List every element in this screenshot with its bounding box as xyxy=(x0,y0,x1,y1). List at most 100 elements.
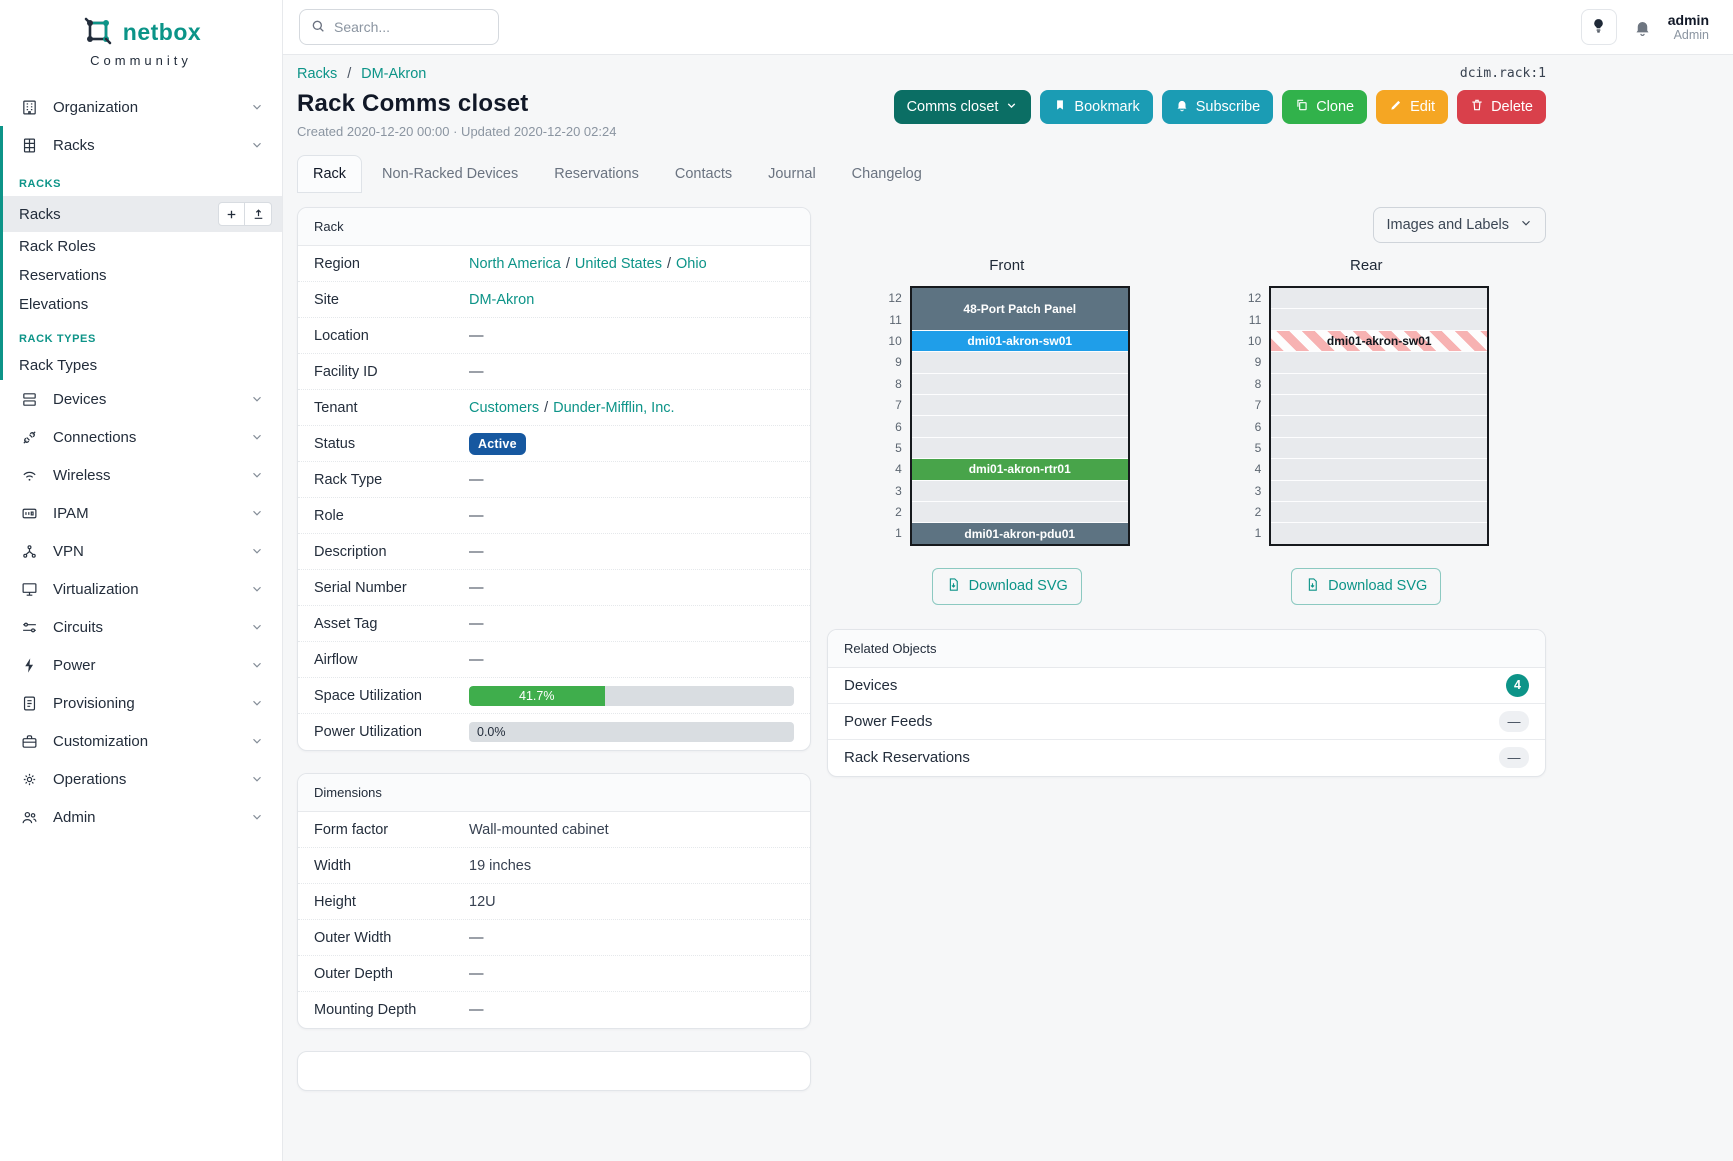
front-elevation: Front 12 11 10 9 8 7 6 5 4 3 2 1 48-Port Patch Pane… xyxy=(827,257,1187,605)
sidebar-item-racks[interactable]: Racks xyxy=(3,126,282,164)
rack-device[interactable]: dmi01-akron-sw01 xyxy=(1271,330,1488,352)
images-labels-toggle[interactable]: Images and Labels xyxy=(1373,207,1546,243)
tab-non-racked-devices[interactable]: Non-Racked Devices xyxy=(382,166,519,182)
region-link[interactable]: Ohio xyxy=(676,255,707,272)
breadcrumb-racks-link[interactable]: Racks xyxy=(297,66,338,82)
rack-device[interactable]: dmi01-akron-sw01 xyxy=(911,330,1128,352)
sidebar-subitem-racks[interactable]: Racks xyxy=(3,196,282,232)
breadcrumb-site-link[interactable]: DM-Akron xyxy=(361,66,427,82)
brand[interactable]: netbox Community xyxy=(0,0,282,78)
chevron-down-icon xyxy=(250,430,264,444)
tab-contacts[interactable]: Contacts xyxy=(674,166,733,182)
sidebar-item-provisioning[interactable]: Provisioning xyxy=(0,684,282,722)
sidebar-item-label: Organization xyxy=(53,98,139,116)
site-link[interactable]: DM-Akron xyxy=(469,291,535,308)
tab-rack[interactable]: Rack xyxy=(297,155,363,193)
rack-unit-empty[interactable] xyxy=(1271,416,1488,437)
sidebar-item-connections[interactable]: Connections xyxy=(0,418,282,456)
status-badge: Active xyxy=(469,432,526,455)
rack-unit-empty[interactable] xyxy=(1271,288,1488,309)
sidebar-item-power[interactable]: Power xyxy=(0,646,282,684)
tenant-group-link[interactable]: Customers xyxy=(469,399,540,416)
related-row-power-feeds[interactable]: Power Feeds — xyxy=(828,704,1545,740)
unit-number: 8 xyxy=(895,376,902,391)
sidebar-item-vpn[interactable]: VPN xyxy=(0,532,282,570)
tenant-link[interactable]: Dunder-Mifflin, Inc. xyxy=(553,399,675,416)
rack-unit-empty[interactable] xyxy=(911,394,1128,416)
region-link[interactable]: North America xyxy=(469,255,561,272)
sidebar-subitem-rack-types[interactable]: Rack Types xyxy=(19,357,98,374)
sidebar-item-operations[interactable]: Operations xyxy=(0,760,282,798)
rack-device[interactable]: 48-Port Patch Panel xyxy=(911,288,1128,330)
tab-reservations[interactable]: Reservations xyxy=(554,166,639,182)
clone-button[interactable]: Clone xyxy=(1282,90,1368,124)
sidebar-subitem-reservations[interactable]: Reservations xyxy=(19,267,107,284)
rack-device[interactable]: dmi01-akron-rtr01 xyxy=(911,459,1128,480)
sidebar-item-circuits[interactable]: Circuits xyxy=(0,608,282,646)
add-rack-button[interactable] xyxy=(218,202,245,226)
related-row-devices[interactable]: Devices 4 xyxy=(828,668,1545,704)
plug-icon xyxy=(21,428,39,446)
unit-number: 2 xyxy=(1254,505,1262,520)
rack-unit-empty[interactable] xyxy=(1271,501,1488,523)
rack-unit-empty[interactable] xyxy=(1271,459,1488,480)
chevron-down-icon xyxy=(250,100,264,114)
rack-reservations-empty-badge: — xyxy=(1499,747,1529,769)
rack-unit-empty[interactable] xyxy=(911,416,1128,437)
sidebar-item-admin[interactable]: Admin xyxy=(0,798,282,836)
rack-unit-empty[interactable] xyxy=(911,480,1128,501)
unit-number: 11 xyxy=(1248,312,1262,327)
unit-number: 4 xyxy=(1254,462,1262,477)
user-menu[interactable]: admin Admin xyxy=(1668,12,1709,42)
tab-changelog[interactable]: Changelog xyxy=(851,166,922,182)
edit-button[interactable]: Edit xyxy=(1376,90,1449,124)
lightning-icon xyxy=(21,656,39,674)
circuit-icon xyxy=(21,618,39,636)
sidebar-subitem-rack-roles[interactable]: Rack Roles xyxy=(19,238,96,255)
sidebar-item-wireless[interactable]: Wireless xyxy=(0,456,282,494)
region-link[interactable]: United States xyxy=(574,255,662,272)
sidebar-subitem-elevations[interactable]: Elevations xyxy=(19,296,89,313)
rack-name-dropdown-button[interactable]: Comms closet xyxy=(893,90,1032,124)
sidebar-item-ipam[interactable]: IPAM xyxy=(0,494,282,532)
rack-unit-empty[interactable] xyxy=(911,352,1128,373)
serial-number-value: — xyxy=(469,579,484,596)
panel-title: Rack xyxy=(298,208,810,246)
rack-unit-empty[interactable] xyxy=(1271,394,1488,416)
chevron-down-icon xyxy=(1005,99,1018,116)
height-value: 12U xyxy=(469,893,496,910)
sidebar-item-devices[interactable]: Devices xyxy=(0,380,282,418)
related-row-rack-reservations[interactable]: Rack Reservations — xyxy=(828,740,1545,776)
unit-number: 7 xyxy=(1254,398,1262,413)
document-icon xyxy=(21,694,39,712)
rack-unit-empty[interactable] xyxy=(911,437,1128,459)
import-rack-button[interactable] xyxy=(245,202,272,226)
sidebar-item-organization[interactable]: Organization xyxy=(0,88,282,126)
bookmark-button[interactable]: Bookmark xyxy=(1040,90,1153,124)
sidebar-item-virtualization[interactable]: Virtualization xyxy=(0,570,282,608)
rack-unit-empty[interactable] xyxy=(1271,309,1488,330)
tab-journal[interactable]: Journal xyxy=(768,166,816,182)
rack-unit-empty[interactable] xyxy=(1271,373,1488,394)
rack-unit-empty[interactable] xyxy=(1271,480,1488,501)
chevron-down-icon xyxy=(250,392,264,406)
binary-icon xyxy=(21,504,39,522)
subscribe-button[interactable]: Subscribe xyxy=(1161,90,1274,124)
download-svg-rear-button[interactable]: Download SVG xyxy=(1291,567,1442,605)
notifications-bell-icon[interactable] xyxy=(1633,18,1652,37)
sidebar-item-label: Racks xyxy=(53,136,95,154)
delete-button[interactable]: Delete xyxy=(1457,90,1546,124)
rack-unit-empty[interactable] xyxy=(911,501,1128,523)
rack-device[interactable]: dmi01-akron-pdu01 xyxy=(911,523,1128,544)
rack-unit-empty[interactable] xyxy=(1271,352,1488,373)
theme-toggle-button[interactable] xyxy=(1580,9,1617,45)
rack-unit-empty[interactable] xyxy=(911,373,1128,394)
sidebar-item-customization[interactable]: Customization xyxy=(0,722,282,760)
search-input[interactable] xyxy=(334,19,488,35)
rack-unit-empty[interactable] xyxy=(1271,437,1488,459)
search-box[interactable] xyxy=(299,9,499,45)
rack-unit-empty[interactable] xyxy=(1271,523,1488,544)
chevron-down-icon xyxy=(250,582,264,596)
download-svg-front-button[interactable]: Download SVG xyxy=(931,567,1082,605)
